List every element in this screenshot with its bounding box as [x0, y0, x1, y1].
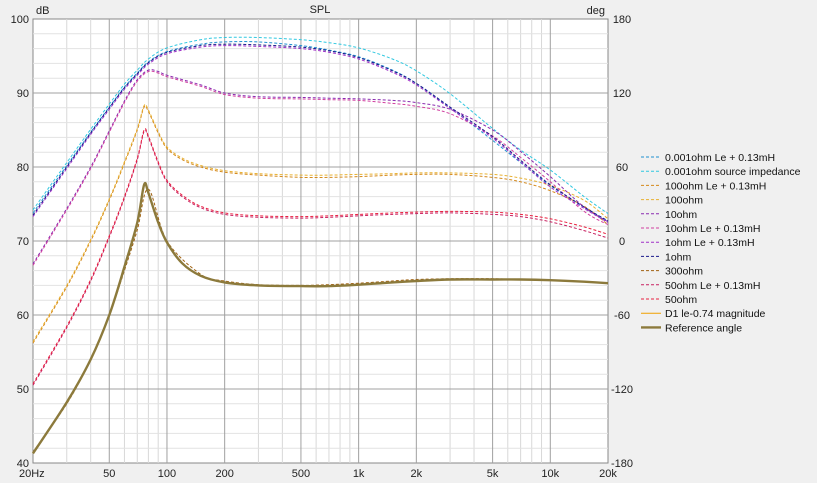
- x-tick-label: 20Hz: [19, 468, 45, 480]
- x-tick-label: 20k: [599, 468, 617, 480]
- major-gridlines: [33, 19, 608, 463]
- x-tick-labels: 20Hz 50 100 200 500 1k 2k 5k 10k 20k: [19, 468, 617, 480]
- legend-label: 100ohm Le + 0.13mH: [665, 180, 766, 192]
- chart-title: SPL: [310, 4, 331, 16]
- legend: 0.001ohm Le + 0.13mH 0.001ohm source impe…: [641, 152, 801, 334]
- x-tick-label: 1k: [353, 468, 365, 480]
- legend-label: 10ohm Le + 0.13mH: [665, 223, 760, 235]
- series-line-1: [32, 41, 609, 222]
- legend-label: 1ohm: [665, 251, 692, 263]
- legend-label: 50ohm: [665, 294, 697, 306]
- y-left-tick-label: 70: [17, 236, 29, 248]
- y-left-tick-label: 40: [17, 458, 29, 470]
- y-right-tick-label: -120: [611, 384, 633, 396]
- legend-label: Reference angle: [665, 322, 742, 334]
- x-tick-label: 10k: [541, 468, 559, 480]
- legend-label: 0.001ohm Le + 0.13mH: [665, 152, 775, 164]
- y-right-tick-label: 0: [619, 236, 625, 248]
- y-left-tick-labels: 40 50 60 70 80 90 100: [11, 14, 29, 470]
- y-right-axis-label: deg: [587, 5, 605, 17]
- y-left-tick-label: 80: [17, 162, 29, 174]
- x-tick-label: 50: [103, 468, 115, 480]
- series-line-11: [32, 128, 609, 385]
- series-line-2: [32, 36, 609, 215]
- x-tick-label: 2k: [411, 468, 423, 480]
- y-left-axis-label: dB: [36, 5, 49, 17]
- y-left-tick-label: 100: [11, 14, 29, 26]
- series-line-7: [32, 45, 609, 223]
- y-right-tick-label: -180: [611, 458, 633, 470]
- series-line-4: [32, 103, 609, 342]
- legend-label: 300ohm: [665, 266, 703, 278]
- x-tick-label: 500: [292, 468, 310, 480]
- series-line-3: [32, 105, 609, 344]
- y-right-tick-label: 180: [613, 14, 631, 26]
- legend-label: 10ohm: [665, 209, 697, 221]
- x-tick-label: 5k: [487, 468, 499, 480]
- series-line-10: [32, 129, 609, 386]
- series-line-5: [32, 69, 609, 265]
- y-right-tick-label: 60: [616, 162, 628, 174]
- legend-label: D1 le-0.74 magnitude: [665, 308, 766, 320]
- legend-label: 100ohm: [665, 195, 703, 207]
- legend-label: 0.001ohm source impedance: [665, 166, 801, 178]
- y-left-tick-label: 60: [17, 310, 29, 322]
- x-tick-label: 100: [158, 468, 176, 480]
- series-line-8: [32, 43, 609, 222]
- series-line-6: [32, 70, 609, 266]
- legend-label: 50ohm Le + 0.13mH: [665, 280, 760, 292]
- y-left-tick-label: 50: [17, 384, 29, 396]
- y-right-tick-label: -60: [614, 310, 630, 322]
- legend-label: 1ohm Le + 0.13mH: [665, 237, 755, 249]
- series-line-13: [31, 181, 609, 455]
- y-right-tick-label: 120: [613, 88, 631, 100]
- x-tick-label: 200: [215, 468, 233, 480]
- y-right-tick-labels: -180 -120 -60 0 60 120 180: [611, 14, 633, 470]
- series-layer: [31, 36, 609, 455]
- y-left-tick-label: 90: [17, 88, 29, 100]
